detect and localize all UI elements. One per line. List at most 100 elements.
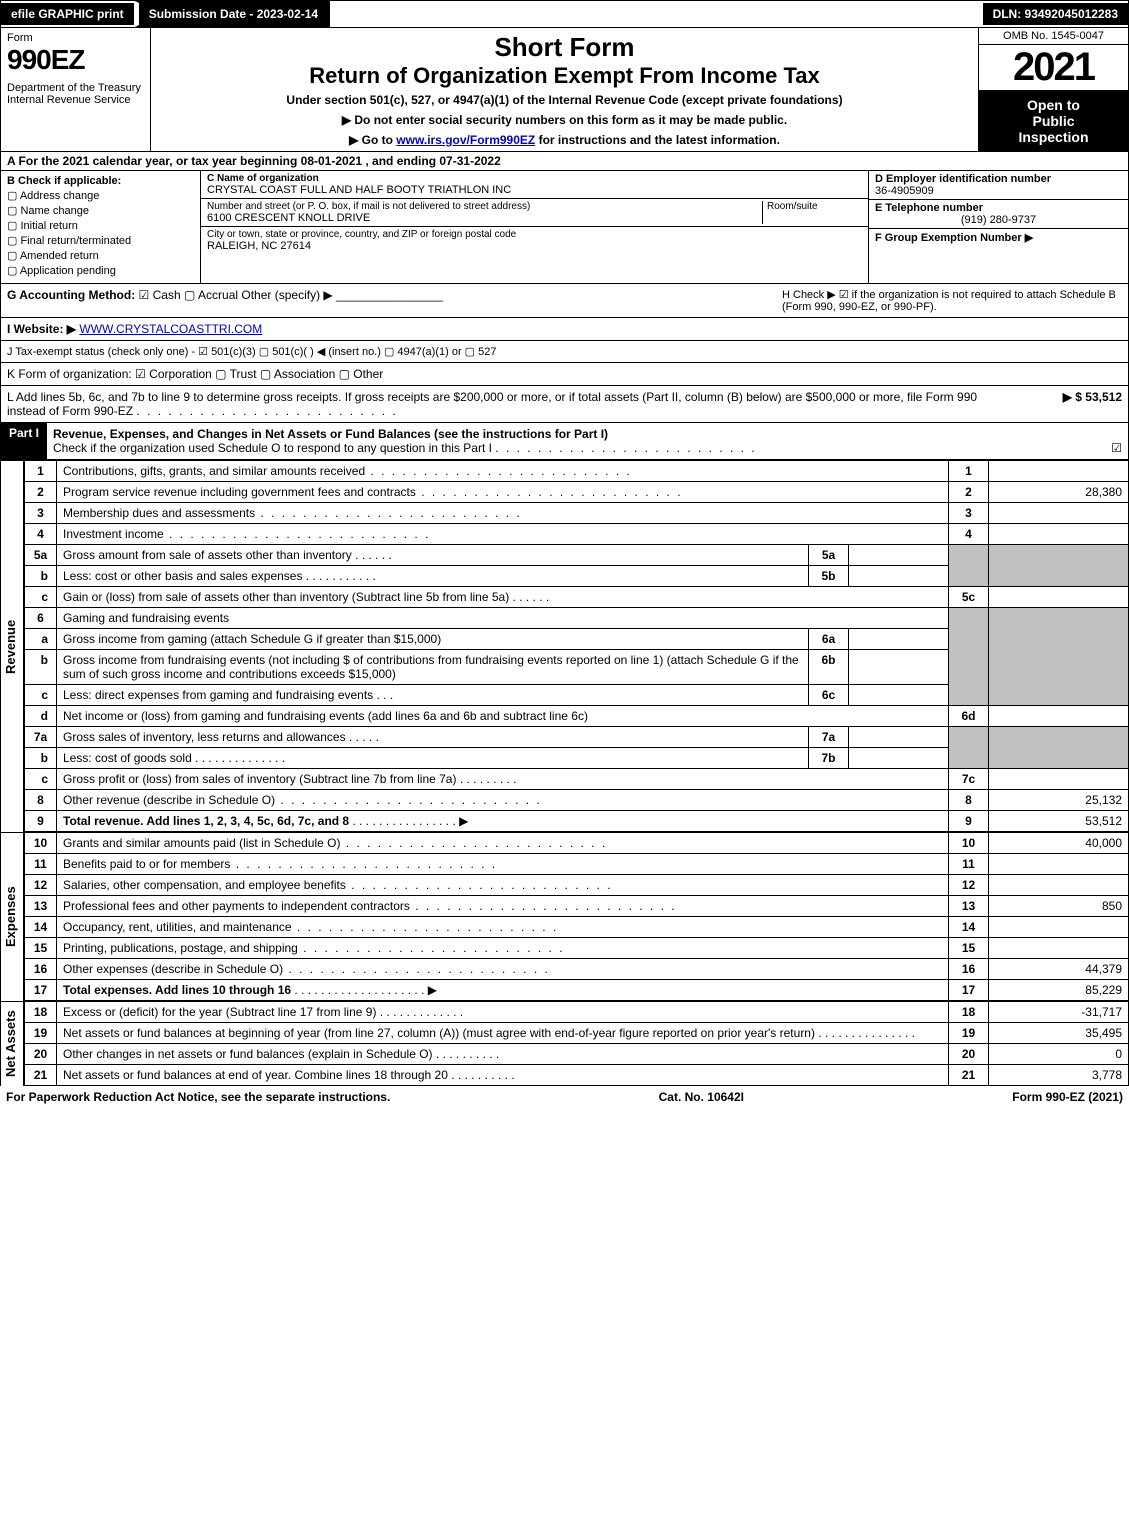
section-a-period: A For the 2021 calendar year, or tax yea…	[0, 152, 1129, 171]
side-expenses: Expenses	[0, 832, 24, 1001]
line11-amt	[989, 854, 1129, 875]
side-netassets: Net Assets	[0, 1001, 24, 1086]
chk-initial-return[interactable]: Initial return	[7, 219, 194, 232]
line6d-amt	[989, 706, 1129, 727]
netassets-section: Net Assets 18 Excess or (deficit) for th…	[0, 1001, 1129, 1086]
subtitle: Under section 501(c), 527, or 4947(a)(1)…	[155, 93, 974, 107]
line7a-desc: Gross sales of inventory, less returns a…	[63, 730, 346, 744]
line17-desc: Total expenses. Add lines 10 through 16	[63, 983, 291, 997]
line15-box: 15	[949, 938, 989, 959]
row-l-amount: ▶ $ 53,512	[1002, 390, 1122, 404]
line12-box: 12	[949, 875, 989, 896]
chk-name-change[interactable]: Name change	[7, 204, 194, 217]
website-link[interactable]: WWW.CRYSTALCOASTTRI.COM	[79, 322, 262, 336]
line1-box: 1	[949, 461, 989, 482]
line-16: 16 Other expenses (describe in Schedule …	[25, 959, 1129, 980]
line8-amt: 25,132	[989, 790, 1129, 811]
inspect-line1: Open to	[985, 97, 1122, 113]
other-specify: Other (specify) ▶	[241, 288, 332, 302]
line19-box: 19	[949, 1023, 989, 1044]
line5b-mini: 5b	[809, 566, 849, 587]
column-c: C Name of organization CRYSTAL COAST FUL…	[201, 171, 868, 283]
line6b-mini: 6b	[809, 650, 849, 685]
line6d-box: 6d	[949, 706, 989, 727]
line-15: 15 Printing, publications, postage, and …	[25, 938, 1129, 959]
chk-final-return[interactable]: Final return/terminated	[7, 234, 194, 247]
line1-amt	[989, 461, 1129, 482]
efile-print-button[interactable]: efile GRAPHIC print	[1, 3, 135, 25]
part1-check-mark: ☑	[1111, 441, 1122, 455]
footer-cat: Cat. No. 10642I	[659, 1090, 744, 1104]
line21-amt: 3,778	[989, 1065, 1129, 1086]
room-suite-label: Room/suite	[762, 201, 862, 224]
line19-amt: 35,495	[989, 1023, 1129, 1044]
irs-label: Internal Revenue Service	[7, 94, 144, 106]
chk-application-pending[interactable]: Application pending	[7, 264, 194, 277]
line11-box: 11	[949, 854, 989, 875]
inspection-box: Open to Public Inspection	[979, 90, 1128, 151]
chk-address-change[interactable]: Address change	[7, 189, 194, 202]
line6-desc: Gaming and fundraising events	[57, 608, 949, 629]
g-label: G Accounting Method:	[7, 288, 135, 302]
line18-box: 18	[949, 1002, 989, 1023]
line10-desc: Grants and similar amounts paid (list in…	[63, 836, 340, 850]
line-7a: 7a Gross sales of inventory, less return…	[25, 727, 1129, 748]
top-bar: efile GRAPHIC print Submission Date - 20…	[0, 0, 1129, 28]
line-6d: d Net income or (loss) from gaming and f…	[25, 706, 1129, 727]
form-word: Form	[7, 32, 144, 44]
line6c-mini: 6c	[809, 685, 849, 706]
line7b-desc: Less: cost of goods sold	[63, 751, 192, 765]
line6b-desc: Gross income from fundraising events (no…	[57, 650, 809, 685]
line7c-box: 7c	[949, 769, 989, 790]
line-10: 10 Grants and similar amounts paid (list…	[25, 833, 1129, 854]
line-19: 19 Net assets or fund balances at beginn…	[25, 1023, 1129, 1044]
row-l-gross-receipts: L Add lines 5b, 6c, and 7b to line 9 to …	[0, 386, 1129, 423]
line13-desc: Professional fees and other payments to …	[63, 899, 410, 913]
note2-pre: ▶ Go to	[349, 133, 396, 147]
line2-amt: 28,380	[989, 482, 1129, 503]
chk-cash[interactable]: Cash	[139, 288, 181, 302]
line5c-desc: Gain or (loss) from sale of assets other…	[63, 590, 509, 604]
line4-desc: Investment income	[63, 527, 164, 541]
line18-desc: Excess or (deficit) for the year (Subtra…	[63, 1005, 376, 1019]
city-label: City or town, state or province, country…	[207, 229, 862, 240]
line5c-amt	[989, 587, 1129, 608]
note2-post: for instructions and the latest informat…	[535, 133, 780, 147]
line19-desc: Net assets or fund balances at beginning…	[63, 1026, 815, 1040]
irs-link[interactable]: www.irs.gov/Form990EZ	[396, 133, 535, 147]
part1-label: Part I	[1, 423, 47, 459]
line21-box: 21	[949, 1065, 989, 1086]
line-8: 8 Other revenue (describe in Schedule O)…	[25, 790, 1129, 811]
line7a-mini: 7a	[809, 727, 849, 748]
chk-amended-return[interactable]: Amended return	[7, 249, 194, 262]
row-g-h: G Accounting Method: Cash Accrual Other …	[0, 284, 1129, 318]
line14-desc: Occupancy, rent, utilities, and maintena…	[63, 920, 292, 934]
line20-amt: 0	[989, 1044, 1129, 1065]
line10-box: 10	[949, 833, 989, 854]
org-name-label: C Name of organization	[207, 173, 862, 184]
street-value: 6100 CRESCENT KNOLL DRIVE	[207, 212, 762, 224]
note-link: ▶ Go to www.irs.gov/Form990EZ for instru…	[155, 133, 974, 147]
line-18: 18 Excess or (deficit) for the year (Sub…	[25, 1002, 1129, 1023]
row-i-website: I Website: ▶ WWW.CRYSTALCOASTTRI.COM	[0, 318, 1129, 341]
dln-label: DLN: 93492045012283	[983, 3, 1128, 25]
footer-left: For Paperwork Reduction Act Notice, see …	[6, 1090, 390, 1104]
line21-desc: Net assets or fund balances at end of ye…	[63, 1068, 448, 1082]
line8-desc: Other revenue (describe in Schedule O)	[63, 793, 275, 807]
line13-amt: 850	[989, 896, 1129, 917]
dept-label: Department of the Treasury	[7, 82, 144, 94]
side-revenue: Revenue	[0, 460, 24, 832]
line-21: 21 Net assets or fund balances at end of…	[25, 1065, 1129, 1086]
line-7c: c Gross profit or (loss) from sales of i…	[25, 769, 1129, 790]
line6c-desc: Less: direct expenses from gaming and fu…	[63, 688, 373, 702]
group-exemption-label: F Group Exemption Number ▶	[875, 231, 1122, 244]
line7b-mini: 7b	[809, 748, 849, 769]
line-5c: c Gain or (loss) from sale of assets oth…	[25, 587, 1129, 608]
tel-value: (919) 280-9737	[875, 214, 1122, 226]
inspect-line2: Public	[985, 113, 1122, 129]
line3-box: 3	[949, 503, 989, 524]
line2-box: 2	[949, 482, 989, 503]
footer-right: Form 990-EZ (2021)	[1012, 1090, 1123, 1104]
chk-accrual[interactable]: Accrual	[184, 288, 238, 302]
line15-amt	[989, 938, 1129, 959]
